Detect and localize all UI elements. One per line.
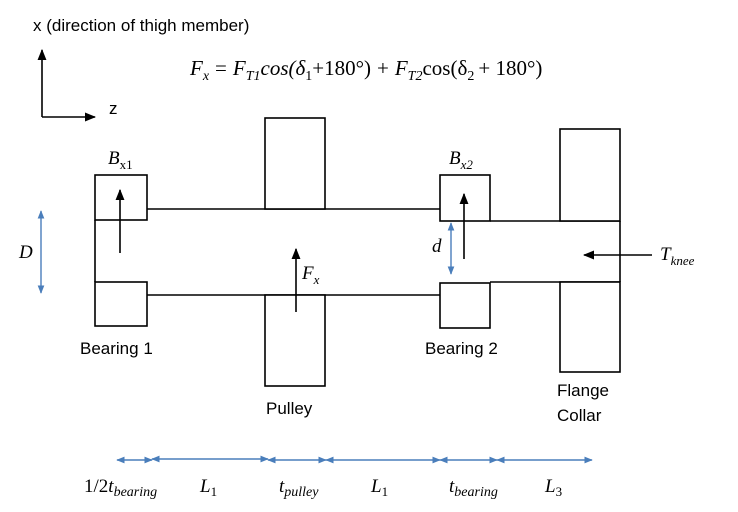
bearing-2-label: Bearing 2 [425,339,498,358]
fx-label: Fx [301,263,320,287]
pulley-label: Pulley [266,399,313,418]
label-t-pulley: tpulley [279,476,319,500]
label-L1-b: L1 [370,476,388,499]
shaft [94,208,621,296]
label-t-bearing: tbearing [449,476,498,500]
label-half-t-bearing: 1/2tbearing [84,476,157,500]
label-L1-a: L1 [199,476,217,499]
x-axis-label: x (direction of thigh member) [33,16,249,35]
bearing-2-top [439,174,491,222]
bx1-label: Bx1 [108,148,133,172]
bearing-1-bottom [94,281,148,327]
bearing-1-label: Bearing 1 [80,339,153,358]
force-equation: Fx = FT1cos(δ1+180°) + FT2cos(δ2 + 180°) [189,56,542,84]
bx2-label: Bx2 [449,148,473,172]
collar-label: Collar [557,406,602,425]
pulley-bottom [264,294,326,387]
z-axis-label: z [109,99,118,118]
bearing-2-bottom [439,282,491,329]
flange-collar-top [559,128,621,222]
label-L3: L3 [544,476,562,499]
d-label: d [432,236,442,257]
tknee-label: Tknee [660,244,695,268]
bearing-1-top [94,174,148,221]
flange-label: Flange [557,381,609,400]
flange-collar-bottom [559,281,621,373]
D-label: D [18,242,33,263]
pulley-top [264,117,326,210]
coordinate-axes: x (direction of thigh member) z [33,16,249,122]
length-dimensions [116,455,593,464]
